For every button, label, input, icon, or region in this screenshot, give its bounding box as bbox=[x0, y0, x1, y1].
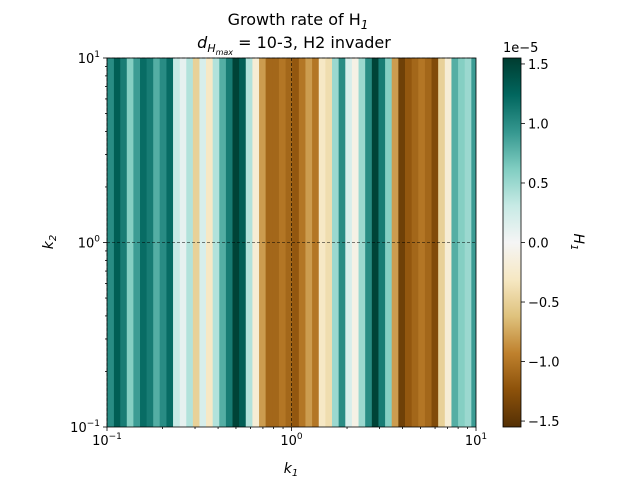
heatmap-cell bbox=[166, 58, 174, 427]
y-tick-label: 100 bbox=[78, 235, 101, 252]
colorbar-tick-label: 1.5 bbox=[528, 58, 549, 73]
x-tick-label: 100 bbox=[280, 432, 303, 449]
y-tick-label: 101 bbox=[78, 50, 100, 67]
heatmap-cell bbox=[371, 58, 380, 427]
colorbar-tick-label: 0.0 bbox=[528, 237, 549, 252]
x-tick-label: 10−1 bbox=[92, 432, 122, 449]
heatmap-cell bbox=[292, 58, 300, 427]
heatmap-cell bbox=[451, 58, 459, 427]
heatmap-cell bbox=[351, 58, 360, 427]
heatmap-cell bbox=[391, 58, 399, 427]
heatmap-cell bbox=[146, 58, 154, 427]
colorbar-tick-label: −1.5 bbox=[528, 415, 560, 430]
colorbar-ticks: 1.5 1.0 0.5 0.0 −0.5 −1.0 −1.5 bbox=[521, 58, 560, 430]
heatmap-cell bbox=[107, 58, 115, 427]
heatmap-cell bbox=[126, 58, 134, 427]
heatmap-cell bbox=[332, 58, 340, 427]
heatmap-cell bbox=[312, 58, 320, 427]
heatmap-cell bbox=[431, 58, 439, 427]
heatmap-cell bbox=[272, 58, 280, 427]
y-tick-label: 10−1 bbox=[70, 419, 100, 436]
chart-title-line2: dHmax = 10-3, H2 invader bbox=[197, 33, 391, 57]
heatmap-cell bbox=[252, 58, 260, 427]
heatmap-cell bbox=[418, 58, 426, 427]
heatmap-cell bbox=[458, 58, 466, 427]
x-tick-label: 101 bbox=[465, 432, 487, 449]
colorbar-offset-text: 1e−5 bbox=[503, 41, 538, 56]
x-axis-label: k1 bbox=[284, 461, 298, 479]
heatmap-cell bbox=[438, 58, 446, 427]
heatmap-cell bbox=[411, 58, 419, 427]
colorbar-tick-label: 0.5 bbox=[528, 177, 549, 192]
heatmap-cell bbox=[153, 58, 161, 427]
x-axis-ticks: 10−1 100 101 bbox=[92, 427, 487, 449]
heatmap-cell bbox=[232, 58, 240, 427]
chart-title-line1: Growth rate of H1 bbox=[228, 10, 369, 32]
heatmap-cell bbox=[212, 58, 220, 427]
colorbar-tick-label: 1.0 bbox=[528, 117, 549, 132]
y-axis-ticks: 10−1 100 101 bbox=[70, 50, 107, 436]
y-axis-label: k2 bbox=[41, 235, 59, 249]
heatmap-cell bbox=[192, 58, 201, 427]
colorbar-label: H1 bbox=[568, 234, 586, 251]
colorbar-tick-label: −1.0 bbox=[528, 356, 560, 371]
colorbar-tick-label: −0.5 bbox=[528, 296, 560, 311]
colorbar bbox=[502, 57, 522, 428]
heatmap-cell bbox=[173, 58, 181, 427]
heatmap-cell bbox=[398, 58, 406, 427]
